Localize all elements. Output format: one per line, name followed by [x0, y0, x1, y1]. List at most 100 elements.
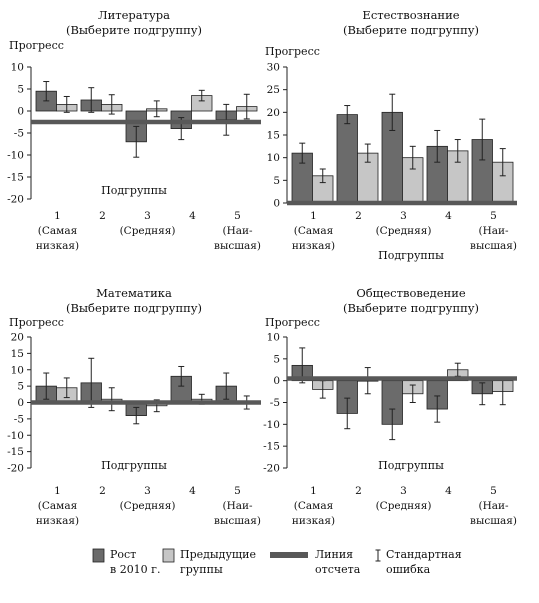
category-sublabel: низкая) — [36, 240, 79, 252]
error-bar-previous-1 — [63, 377, 70, 399]
category-sublabel: низкая) — [36, 515, 79, 527]
y-tick-label: 20 — [11, 332, 24, 344]
y-tick-label: -20 — [7, 463, 24, 475]
category-label: 3 — [144, 485, 151, 497]
chart-panel-2: Естествознание(Выберите подгруппу) Прогре… — [265, 8, 517, 262]
category-sublabel: высшая) — [214, 240, 261, 252]
legend-item-bar-light: Предыдущие группы — [162, 548, 256, 576]
y-tick-label: -15 — [7, 446, 24, 458]
error-bar-previous-3 — [409, 145, 416, 170]
error-bar-previous-5 — [243, 93, 250, 120]
category-label: 5 — [234, 485, 241, 497]
legend-label: Рост — [110, 548, 136, 561]
error-bar-growth-2 — [88, 87, 95, 113]
category-sublabel: (Самая — [38, 225, 78, 237]
legend-item-error-bar: Стандартная ошибка — [375, 548, 462, 576]
y-tick-label: -10 — [263, 419, 280, 431]
y-axis-label: Прогресс — [9, 316, 64, 329]
category-sublabel: (Наи- — [478, 500, 509, 512]
chart-subtitle: (Выберите подгруппу) — [66, 23, 202, 37]
legend-item-bar-dark: Рост в 2010 г. — [92, 548, 160, 576]
error-bar-growth-4 — [434, 129, 441, 163]
category-label: 3 — [144, 210, 151, 222]
y-tick-label: 30 — [267, 62, 280, 74]
y-tick-label: 0 — [17, 106, 24, 118]
error-bar-growth-5 — [479, 118, 486, 161]
chart-title: Литература — [98, 8, 170, 22]
y-axis-label: Прогресс — [9, 39, 64, 52]
chart-panel-3: Математика(Выберите подгруппу)Прогресс -2… — [7, 286, 261, 527]
y-tick-label: 10 — [11, 62, 24, 74]
category-label: 4 — [189, 210, 196, 222]
category-label: 1 — [54, 210, 61, 222]
category-label: 2 — [99, 210, 106, 222]
y-axis-label: Прогресс — [265, 316, 320, 329]
y-tick-label: 5 — [273, 353, 280, 365]
error-bar-previous-5 — [499, 148, 506, 177]
chart-subtitle: (Выберите подгруппу) — [343, 301, 479, 315]
legend-label: Стандартная — [386, 548, 462, 561]
category-label: 4 — [445, 485, 452, 497]
legend-label: группы — [180, 563, 223, 576]
y-tick-label: 0 — [17, 397, 24, 409]
error-bar-growth-3 — [133, 406, 140, 425]
category-label: 1 — [54, 485, 61, 497]
category-label: 1 — [310, 485, 317, 497]
error-bar-growth-3 — [389, 408, 396, 441]
x-axis-label: Подгруппы — [101, 459, 167, 472]
category-sublabel: (Средняя) — [376, 225, 432, 237]
y-tick-label: 5 — [273, 175, 280, 187]
y-tick-label: 5 — [17, 84, 24, 96]
y-tick-label: 15 — [267, 130, 280, 142]
chart-title: Обществоведение — [356, 286, 466, 300]
category-label: 5 — [234, 210, 241, 222]
error-bar-previous-4 — [198, 89, 205, 102]
y-tick-label: -5 — [14, 128, 24, 140]
y-axis-label: Прогресс — [265, 45, 320, 58]
legend-swatch — [92, 548, 105, 563]
category-label: 1 — [310, 210, 317, 222]
error-bar-previous-1 — [319, 168, 326, 184]
chart-title: Естествознание — [362, 8, 459, 22]
error-bar-previous-3 — [409, 384, 416, 403]
category-label: 4 — [445, 210, 452, 222]
y-tick-label: 10 — [267, 152, 280, 164]
category-label: 3 — [400, 485, 407, 497]
y-tick-label: 10 — [11, 364, 24, 376]
error-bar-growth-2 — [88, 357, 95, 408]
y-tick-label: 25 — [267, 84, 280, 96]
category-label: 5 — [490, 210, 497, 222]
y-tick-label: -10 — [7, 150, 24, 162]
category-sublabel: низкая) — [292, 515, 335, 527]
y-tick-label: -15 — [263, 441, 280, 453]
legend-swatch — [162, 548, 175, 563]
x-axis-label: Подгруппы — [378, 459, 444, 472]
bar-growth-2010-2 — [336, 114, 358, 204]
legend-ref-line — [270, 552, 308, 558]
error-bar-growth-3 — [133, 125, 140, 158]
category-label: 4 — [189, 485, 196, 497]
category-label: 5 — [490, 485, 497, 497]
category-sublabel: низкая) — [292, 240, 335, 252]
category-sublabel: (Самая — [294, 225, 334, 237]
error-bar-growth-1 — [43, 372, 50, 400]
error-bar-growth-3 — [389, 93, 396, 131]
x-axis-label: Подгруппы — [378, 249, 444, 262]
category-sublabel: (Средняя) — [376, 500, 432, 512]
category-label: 2 — [355, 485, 362, 497]
legend-label: ошибка — [386, 563, 431, 576]
error-bar-growth-5 — [223, 372, 230, 400]
y-tick-label: 15 — [11, 348, 24, 360]
error-bar-growth-4 — [434, 395, 441, 423]
chart-subtitle: (Выберите подгруппу) — [343, 23, 479, 37]
category-sublabel: (Самая — [38, 500, 78, 512]
y-tick-label: 20 — [267, 107, 280, 119]
error-bar-previous-3 — [153, 100, 160, 118]
category-sublabel: (Средняя) — [120, 500, 176, 512]
y-tick-label: -5 — [270, 397, 280, 409]
error-bar-previous-2 — [364, 143, 371, 163]
chart-panel-1: Литература(Выберите подгруппу)Прогресс -2… — [7, 8, 261, 252]
category-label: 2 — [355, 210, 362, 222]
